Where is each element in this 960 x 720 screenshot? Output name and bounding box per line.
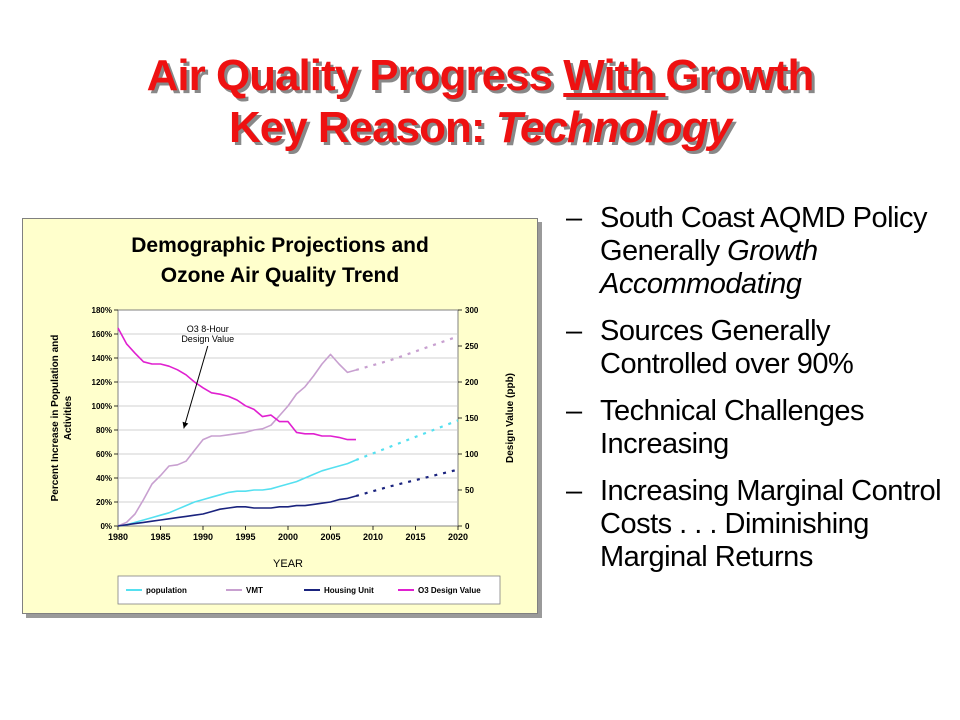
- x-axis-ticks: 1980 1985 1990 1995 2000 2005 2010 2015 2020: [108, 526, 468, 542]
- bullet-item: – South Coast AQMD Policy Generally Grow…: [566, 202, 956, 301]
- annotation-arrow: [183, 345, 209, 429]
- left-axis-label-line-1: Percent Increase in Population and: [50, 335, 61, 502]
- bullet-dash: –: [566, 315, 582, 347]
- x-tick-label: 1985: [150, 532, 170, 542]
- title-line-2-italic: Technology: [495, 103, 732, 152]
- left-tick-label: 160%: [92, 330, 112, 339]
- series-lines: [117, 327, 459, 527]
- x-tick-label: 2005: [320, 532, 340, 542]
- right-tick-label: 300: [465, 306, 479, 315]
- annotation-line-2: Design Value: [181, 334, 234, 344]
- chart-title-line-1: Demographic Projections and: [131, 234, 429, 257]
- title-line-1-part-c: Growth: [665, 51, 814, 100]
- right-tick-label: 250: [465, 342, 479, 351]
- right-tick-label: 150: [465, 414, 479, 423]
- chart-container: Demographic Projections and Ozone Air Qu…: [22, 218, 538, 614]
- series-line-population: [117, 459, 357, 527]
- x-tick-label: 2015: [405, 532, 425, 542]
- title-line-2: Key Reason: Technology: [0, 102, 960, 154]
- x-axis-label: YEAR: [273, 558, 303, 570]
- series-line-o3-design-value: [117, 327, 356, 441]
- bullet-item: – Technical Challenges Increasing: [566, 395, 956, 461]
- legend-label-o3-design-value: O3 Design Value: [418, 586, 481, 595]
- left-axis-label-line-2: Activities: [63, 395, 74, 440]
- legend-label-population: population: [146, 586, 187, 595]
- bullet-text: Increasing Marginal Control Costs . . . …: [600, 475, 942, 573]
- x-tick-label: 2020: [448, 532, 468, 542]
- bullet-item: – Increasing Marginal Control Costs . . …: [566, 475, 956, 574]
- bullet-item: – Sources Generally Controlled over 90%: [566, 315, 956, 381]
- bullet-emphasis: Growth Accommodating: [600, 235, 818, 300]
- bullet-list: – South Coast AQMD Policy Generally Grow…: [566, 202, 956, 588]
- series-line-vmt: [117, 353, 357, 527]
- bullet-dash: –: [566, 395, 582, 427]
- right-axis-label: Design Value (ppb): [505, 373, 516, 463]
- left-tick-label: 60%: [96, 450, 112, 459]
- left-tick-label: 20%: [96, 498, 112, 507]
- right-tick-label: 0: [465, 522, 470, 531]
- plot-area: [117, 309, 459, 527]
- left-tick-label: 140%: [92, 354, 112, 363]
- ozone-trend-chart: Demographic Projections and Ozone Air Qu…: [22, 218, 538, 614]
- chart-title-line-2: Ozone Air Quality Trend: [161, 264, 399, 287]
- annotation-arrowhead: [182, 421, 189, 429]
- x-tick-label: 2010: [363, 532, 383, 542]
- bullet-dash: –: [566, 475, 582, 507]
- left-tick-label: 120%: [92, 378, 112, 387]
- legend-label-vmt: VMT: [246, 586, 263, 595]
- title-line-1-underlined: With: [563, 51, 666, 100]
- annotation-group: O3 8-Hour Design Value: [181, 324, 234, 429]
- left-tick-label: 180%: [92, 306, 112, 315]
- series-line-housing-unit: [117, 495, 357, 527]
- title-line-1-part-a: Air Quality Progress: [146, 51, 564, 100]
- bullet-text: Technical Challenges Increasing: [600, 395, 865, 460]
- annotation-line-1: O3 8-Hour: [187, 324, 229, 334]
- bullet-text: Sources Generally Controlled over 90%: [600, 315, 854, 380]
- left-tick-label: 100%: [92, 402, 112, 411]
- left-tick-label: 40%: [96, 474, 112, 483]
- bullet-dash: –: [566, 202, 582, 234]
- x-tick-label: 1995: [235, 532, 255, 542]
- x-tick-label: 1990: [193, 532, 213, 542]
- projection-line-population: [355, 419, 459, 462]
- legend-label-housing-unit: Housing Unit: [324, 586, 374, 595]
- left-tick-label: 80%: [96, 426, 112, 435]
- grid-lines: [118, 333, 458, 503]
- x-tick-label: 2000: [278, 532, 298, 542]
- left-axis-ticks: 0% 20% 40% 60% 80% 100% 120% 140% 160% 180%: [92, 306, 118, 531]
- legend-entries: population VMT Housing Unit O3 Design Value: [126, 586, 481, 595]
- title-line-2-part-a: Key Reason:: [228, 103, 496, 152]
- title-line-1: Air Quality Progress With Growth: [0, 50, 960, 102]
- bullet-text: South Coast AQMD Policy Generally: [600, 202, 927, 267]
- right-tick-label: 50: [465, 486, 474, 495]
- right-tick-label: 100: [465, 450, 479, 459]
- right-axis-ticks: 0 50 100 150 200 250 300: [458, 306, 479, 531]
- x-tick-label: 1980: [108, 532, 128, 542]
- slide-title: Air Quality Progress With Growth Key Rea…: [0, 50, 960, 154]
- right-tick-label: 200: [465, 378, 479, 387]
- left-tick-label: 0%: [100, 522, 112, 531]
